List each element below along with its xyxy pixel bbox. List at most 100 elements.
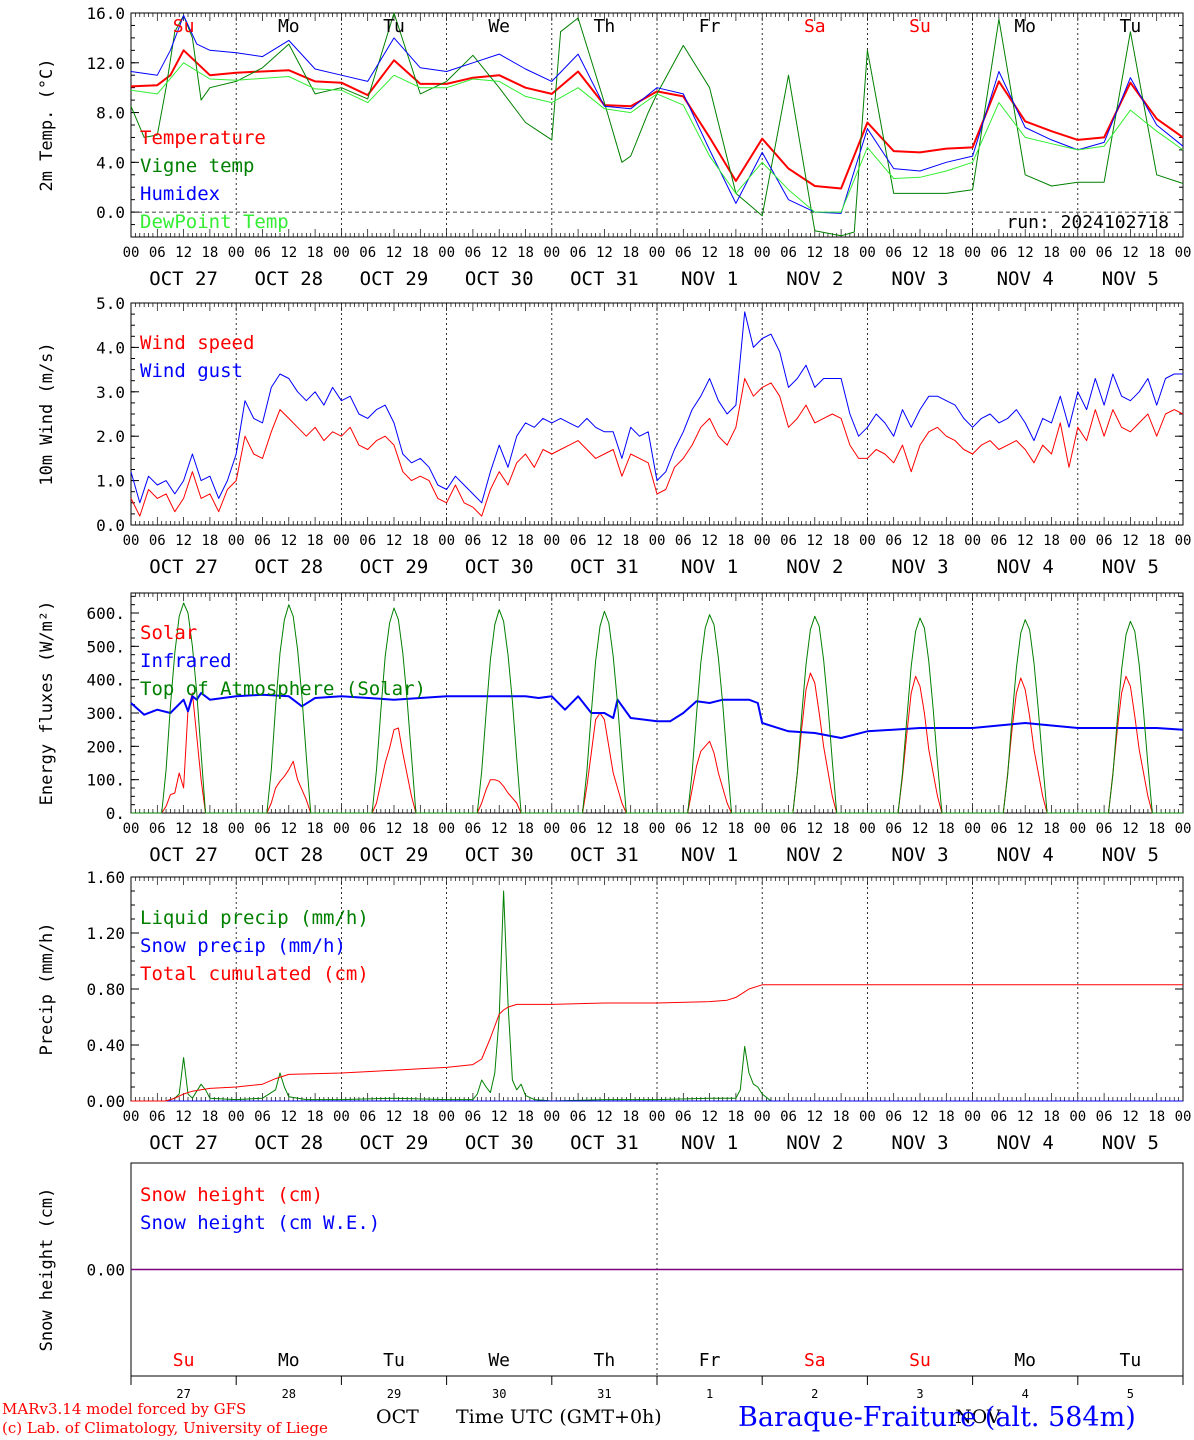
x-hour-label: 12 (1017, 245, 1034, 261)
x-hour-label: 18 (517, 821, 534, 837)
x-date-label: NOV 1 (681, 844, 738, 866)
x-date-label: OCT 28 (254, 556, 323, 578)
x-date-label: OCT 31 (570, 844, 639, 866)
x-hour-label: 06 (1096, 245, 1113, 261)
series-line-total-cumulated-cm- (131, 984, 1183, 1102)
x-hour-label: 18 (727, 245, 744, 261)
x-date-label: NOV 1 (681, 268, 738, 290)
x-hour-label: 12 (1122, 1109, 1139, 1125)
weekday-label: Tu (1120, 1350, 1142, 1371)
x-hour-label: 12 (280, 245, 297, 261)
x-hour-label: 06 (149, 533, 166, 549)
x-hour-label: 00 (333, 533, 350, 549)
x-hour-label: 06 (885, 821, 902, 837)
x-hour-label: 00 (859, 1109, 876, 1125)
x-hour-label: 00 (649, 821, 666, 837)
x-date-label: NOV 2 (786, 1132, 843, 1154)
legend-entry: Wind gust (140, 360, 243, 382)
x-hour-label: 18 (1043, 245, 1060, 261)
x-hour-label: 12 (175, 1109, 192, 1125)
x-hour-label: 00 (754, 245, 771, 261)
x-hour-label: 06 (990, 533, 1007, 549)
y-tick-label: 12.0 (86, 54, 125, 73)
series-line-top-of-atmosphere-solar- (131, 602, 1183, 814)
x-hour-label: 00 (438, 533, 455, 549)
x-hour-label: 12 (491, 245, 508, 261)
x-hour-label: 12 (280, 821, 297, 837)
legend-entry: Top of Atmosphere (Solar) (140, 678, 426, 700)
x-hour-label: 00 (543, 533, 560, 549)
run-label: run: 2024102718 (1006, 212, 1169, 233)
weekday-label: Tu (1120, 16, 1142, 37)
x-hour-label: 12 (175, 533, 192, 549)
x-date-label: OCT 28 (254, 268, 323, 290)
x-hour-label: 06 (149, 245, 166, 261)
model-credit: MARv3.14 model forced by GFS (2, 1400, 247, 1418)
x-hour-label: 12 (386, 1109, 403, 1125)
series-line-wind-gust (130, 311, 1183, 504)
weekday-label: Su (173, 16, 195, 37)
y-axis-label: 2m Temp. (°C) (37, 58, 57, 191)
x-hour-label: 00 (1175, 821, 1192, 837)
y-tick-label: 400. (86, 671, 125, 690)
x-hour-label: 06 (885, 1109, 902, 1125)
x-hour-label: 00 (859, 245, 876, 261)
x-hour-label: 18 (307, 533, 324, 549)
y-tick-label: 1.0 (96, 472, 125, 491)
x-hour-label: 18 (201, 1109, 218, 1125)
legend-entry: Infrared (140, 650, 232, 672)
y-tick-label: 3.0 (96, 383, 125, 402)
x-date-label: NOV 3 (891, 1132, 948, 1154)
x-hour-label: 00 (228, 533, 245, 549)
x-hour-label: 00 (649, 245, 666, 261)
x-hour-label: 12 (386, 533, 403, 549)
y-tick-label: 2.0 (96, 427, 125, 446)
x-hour-label: 06 (570, 1109, 587, 1125)
y-tick-label: 600. (86, 604, 125, 623)
x-hour-label: 00 (333, 245, 350, 261)
x-hour-label: 12 (806, 1109, 823, 1125)
x-date-label: NOV 3 (891, 556, 948, 578)
x-hour-label: 12 (1122, 533, 1139, 549)
x-date-label: NOV 4 (997, 1132, 1054, 1154)
x-hour-label: 00 (1069, 245, 1086, 261)
x-hour-label: 06 (885, 533, 902, 549)
x-hour-label: 12 (280, 533, 297, 549)
x-date-label: OCT 27 (149, 1132, 218, 1154)
x-hour-label: 18 (727, 1109, 744, 1125)
time-axis-title: Time UTC (GMT+0h) (456, 1406, 662, 1428)
y-tick-label: 1.60 (86, 868, 125, 887)
x-date-label: NOV 4 (997, 556, 1054, 578)
x-hour-label: 12 (491, 821, 508, 837)
x-hour-label: 00 (123, 1109, 140, 1125)
x-hour-label: 06 (780, 1109, 797, 1125)
day-number-label: 29 (387, 1387, 401, 1401)
x-hour-label: 06 (990, 1109, 1007, 1125)
y-tick-label: 1.20 (86, 924, 125, 943)
x-hour-label: 06 (254, 533, 271, 549)
weekday-label: Th (594, 1350, 616, 1371)
x-hour-label: 06 (464, 245, 481, 261)
x-hour-label: 06 (570, 821, 587, 837)
x-hour-label: 18 (412, 533, 429, 549)
y-tick-label: 0.0 (96, 203, 125, 222)
x-date-label: NOV 5 (1102, 844, 1159, 866)
x-date-label: NOV 4 (997, 844, 1054, 866)
x-hour-label: 18 (517, 1109, 534, 1125)
x-hour-label: 18 (1043, 821, 1060, 837)
weekday-label: We (488, 16, 510, 37)
series-line-infrared (130, 692, 1184, 739)
x-hour-label: 18 (727, 821, 744, 837)
x-hour-label: 18 (938, 533, 955, 549)
x-date-label: NOV 5 (1102, 1132, 1159, 1154)
x-hour-label: 06 (359, 1109, 376, 1125)
x-hour-label: 12 (806, 533, 823, 549)
weekday-label: Mo (278, 16, 300, 37)
panel-wind: 0.0 1.0 2.0 3.0 4.0 5.0 10m Wind (m/s) 00 06 12 18… (37, 294, 1191, 578)
x-hour-label: 06 (1096, 533, 1113, 549)
x-hour-label: 18 (1043, 533, 1060, 549)
x-hour-label: 18 (1148, 245, 1165, 261)
weekday-label: Th (594, 16, 616, 37)
x-hour-label: 12 (701, 1109, 718, 1125)
weekday-label: Su (909, 16, 931, 37)
